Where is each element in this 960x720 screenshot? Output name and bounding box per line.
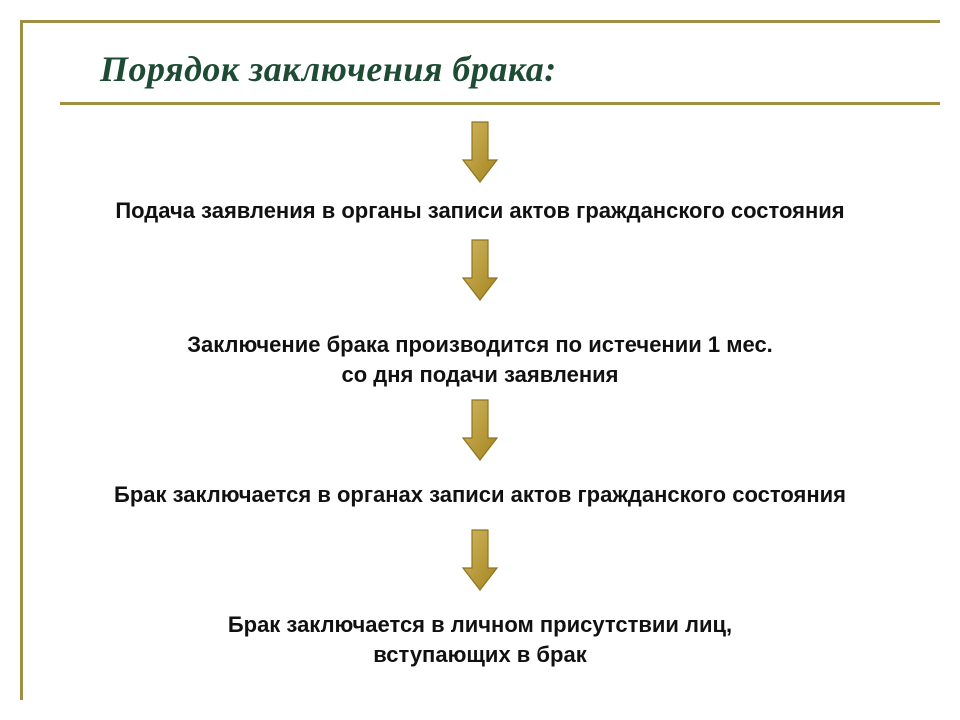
arrow-down-icon	[461, 238, 499, 302]
arrow-down-icon	[461, 120, 499, 184]
frame-border-top	[20, 20, 940, 23]
slide-frame: Порядок заключения брака: Подача заявлен…	[20, 20, 940, 700]
title-underline	[60, 102, 940, 105]
page-title: Порядок заключения брака:	[100, 48, 557, 90]
step-text: Подача заявления в органы записи актов г…	[20, 196, 940, 226]
arrow-down-icon	[461, 528, 499, 592]
step-text: Брак заключается в личном присутствии ли…	[20, 610, 940, 669]
step-text: Брак заключается в органах записи актов …	[20, 480, 940, 510]
step-text: Заключение брака производится по истечен…	[20, 330, 940, 389]
arrow-down-icon	[461, 398, 499, 462]
